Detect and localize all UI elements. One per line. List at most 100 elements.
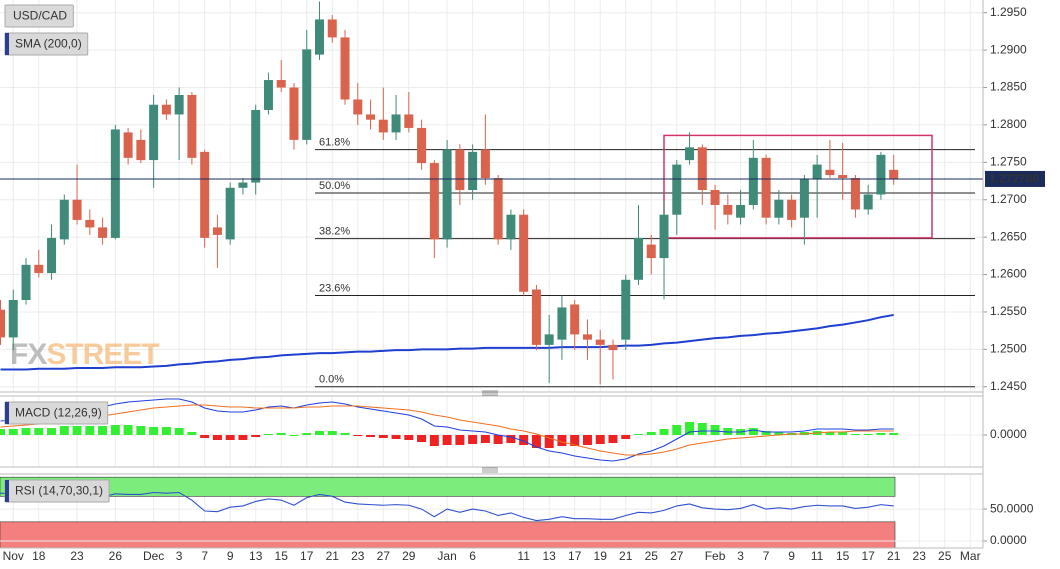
macd-histogram-bar <box>200 435 210 438</box>
x-tick-label: 26 <box>109 549 123 563</box>
candle-body <box>838 175 848 179</box>
macd-line <box>0 404 894 456</box>
macd-histogram-bar <box>468 435 478 444</box>
macd-histogram-bar <box>251 435 261 437</box>
y-tick-label: 0.0000 <box>990 533 1027 547</box>
macd-histogram-bar <box>391 435 401 439</box>
x-tick-label: 21 <box>887 549 901 563</box>
candle-body <box>455 149 465 191</box>
macd-histogram-bar <box>34 428 44 435</box>
macd-histogram-bar <box>417 435 427 442</box>
x-tick-label: 11 <box>517 549 530 563</box>
candle-body <box>327 19 337 38</box>
label-box <box>4 4 74 28</box>
candle-body <box>59 199 69 240</box>
candle-body <box>289 87 299 140</box>
macd-histogram-bar <box>302 433 312 435</box>
x-tick-label: Jan <box>437 549 456 563</box>
macd-histogram-bar <box>480 435 490 443</box>
candle-body <box>187 95 197 158</box>
candle-body <box>480 149 490 179</box>
y-tick-label: 0.0000 <box>990 427 1027 441</box>
candle-body <box>774 199 784 218</box>
macd-histogram-bar <box>876 433 886 435</box>
candle-body <box>519 214 529 292</box>
candle-body <box>391 114 401 133</box>
x-tick-label: 19 <box>594 549 608 563</box>
macd-histogram-bar <box>123 425 133 435</box>
sma-line <box>0 313 894 371</box>
panel-label-text: RSI (14,70,30,1) <box>15 484 103 498</box>
candle-body <box>366 114 376 120</box>
macd-histogram-bar <box>149 427 159 435</box>
macd-histogram-bar <box>659 429 669 435</box>
y-tick-label: 1.2500 <box>990 342 1027 356</box>
x-tick-label: 13 <box>249 549 263 563</box>
y-tick-label: 1.2850 <box>990 80 1027 94</box>
x-tick-label: 15 <box>836 549 850 563</box>
candle-body <box>417 127 427 164</box>
fib-label: 61.8% <box>319 137 350 149</box>
y-tick-label: 1.2950 <box>990 5 1027 19</box>
x-tick-label: 17 <box>300 549 314 563</box>
x-tick-label: 23 <box>913 549 927 563</box>
candle-body <box>697 147 707 191</box>
macd-histogram-bar <box>136 426 146 435</box>
macd-histogram-bar <box>825 432 835 435</box>
candle-body <box>315 19 324 55</box>
macd-histogram-bar <box>761 431 771 435</box>
x-tick-label: Mar <box>960 549 981 563</box>
macd-histogram-bar <box>608 435 618 443</box>
macd-histogram-bar <box>72 426 82 435</box>
macd-histogram-bar <box>697 423 707 435</box>
macd-histogram-bar <box>621 435 631 439</box>
candle-body <box>110 129 120 238</box>
x-tick-label: 9 <box>227 549 234 563</box>
macd-histogram-bar <box>21 428 31 435</box>
y-tick-label: 1.2550 <box>990 304 1027 318</box>
candle-body <box>825 169 835 176</box>
candle-body <box>468 151 478 191</box>
candle-body <box>404 114 414 128</box>
macd-histogram-bar <box>544 435 554 448</box>
macd-histogram-bar <box>557 435 567 446</box>
macd-histogram-bar <box>748 428 758 435</box>
candle-body <box>595 339 605 345</box>
x-tick-label: 25 <box>645 549 659 563</box>
panel-label: SMA (200,0) <box>4 32 89 56</box>
candle-body <box>736 204 746 218</box>
candle-body <box>442 149 452 240</box>
labels: Nov 18 23 26 Dec 3 7 9 13 15 17 21 23 27 29 Jan 6 11 13 17 1… <box>3 4 1045 563</box>
fib-label: 50.0% <box>319 180 350 192</box>
macd-histogram-bar <box>710 425 720 435</box>
macd-histogram-bar <box>634 434 643 435</box>
candle-body <box>251 109 261 183</box>
candle-body <box>787 199 797 220</box>
x-tick-label: 7 <box>201 549 208 563</box>
macd-histogram-bar <box>47 428 57 435</box>
y-tick-label: 1.2700 <box>990 192 1027 206</box>
y-tick-label: 1.2800 <box>990 117 1027 131</box>
macd-histogram-bar <box>187 432 197 435</box>
watermark: FXSTREET <box>10 338 159 371</box>
candle-body <box>149 104 159 161</box>
label-accent <box>5 480 9 502</box>
macd-histogram-bar <box>493 435 503 444</box>
macd-histogram-bar <box>340 433 350 435</box>
macd-histogram-bar <box>582 435 592 445</box>
candle-body <box>557 307 567 340</box>
macd-histogram-bar <box>519 435 529 445</box>
rsi-band <box>0 476 896 497</box>
x-tick-label: 27 <box>377 549 391 563</box>
candle-body <box>876 154 886 195</box>
y-tick-label: 1.2900 <box>990 42 1027 56</box>
y-tick-label: 50.0000 <box>990 501 1034 515</box>
candle-body <box>761 157 771 218</box>
watermark-part: FX <box>10 338 47 371</box>
candle-body <box>812 164 822 180</box>
y-tick-label: 1.2450 <box>990 379 1027 393</box>
fib-label: 23.6% <box>319 282 350 294</box>
x-tick-label: Feb <box>705 549 726 563</box>
label-accent <box>5 33 9 55</box>
